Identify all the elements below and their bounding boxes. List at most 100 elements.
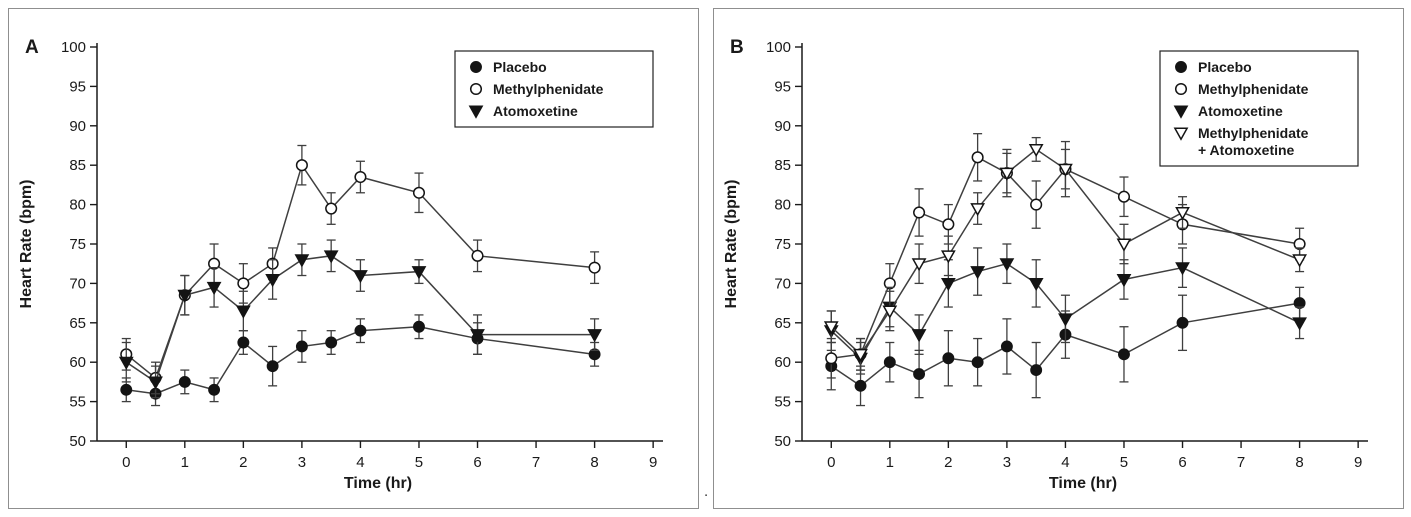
marker-circle-open — [1117, 190, 1131, 203]
marker-circle-filled — [470, 61, 482, 73]
marker-circle-filled — [1000, 340, 1013, 353]
marker-triangle-down-filled — [265, 274, 281, 288]
legend-label: Placebo — [1198, 59, 1252, 75]
marker-triangle-down-open — [1292, 254, 1307, 268]
marker-circle-filled — [1118, 348, 1130, 361]
x-tick-label: 8 — [1295, 454, 1303, 471]
chart-a-svg: A 50 55 60 65 70 75 80 85 90 95 100 0 1 2 3 4 5 6 7 8 9 Time (… — [18, 37, 663, 492]
x-tick-label: 5 — [415, 454, 423, 471]
series-line — [830, 148, 1300, 356]
x-tick-label: 9 — [649, 454, 657, 471]
legend-label: Methylphenidate — [1198, 81, 1309, 97]
marker-circle-filled — [120, 383, 133, 396]
series-line — [125, 255, 595, 384]
x-tick-label: 4 — [1061, 454, 1069, 471]
marker-triangle-down-filled — [587, 329, 602, 343]
marker-circle-filled — [354, 324, 367, 337]
y-tick-label: 60 — [69, 354, 86, 371]
y-tick-label: 50 — [774, 433, 791, 450]
x-tick-label: 5 — [1120, 454, 1128, 471]
marker-circle-filled — [971, 356, 984, 369]
x-tick-label: 0 — [122, 454, 130, 471]
marker-circle-open — [825, 352, 838, 365]
marker-triangle-down-open — [999, 167, 1015, 181]
marker-circle-open — [295, 159, 308, 172]
marker-circle-filled — [413, 320, 425, 333]
marker-circle-filled — [854, 379, 867, 392]
chart-b-svg: B 50 55 60 65 70 75 80 85 90 95 100 0 1 2 3 4 5 6 7 8 9 Time (… — [723, 37, 1368, 492]
marker-circle-filled — [208, 383, 221, 396]
marker-triangle-down-open — [853, 348, 868, 363]
series-placebo — [120, 314, 601, 407]
marker-circle-filled — [325, 336, 338, 349]
marker-triangle-down-filled — [1175, 262, 1190, 276]
marker-circle-open — [1174, 82, 1188, 96]
marker-triangle-down-filled — [970, 266, 986, 280]
marker-circle-filled — [1176, 316, 1189, 329]
x-tick-label: 0 — [827, 454, 835, 471]
y-tick-label: 65 — [774, 315, 791, 332]
marker-triangle-down-filled — [1058, 313, 1073, 327]
x-tick-label: 2 — [944, 454, 952, 471]
marker-triangle-down-open — [1173, 127, 1189, 141]
marker-triangle-down-filled — [235, 305, 251, 319]
marker-triangle-down-filled — [1028, 277, 1044, 292]
marker-triangle-down-filled — [1292, 317, 1307, 331]
y-axis-title: Heart Rate (bpm) — [723, 180, 740, 309]
marker-circle-filled — [178, 375, 191, 388]
x-tick-label: 8 — [590, 454, 598, 471]
x-tick-label: 1 — [886, 454, 894, 471]
marker-circle-open — [237, 277, 250, 290]
panel-letter: B — [730, 37, 744, 58]
marker-circle-filled — [1030, 364, 1043, 377]
marker-triangle-down-filled — [323, 250, 339, 264]
series-methylphenidate-atomoxetine — [823, 136, 1307, 371]
x-tick-label: 6 — [473, 454, 481, 471]
legend-label: Methylphenidate — [493, 81, 604, 97]
marker-triangle-down-open — [1028, 143, 1044, 158]
legend-box — [1159, 50, 1359, 167]
series-line — [830, 302, 1300, 387]
marker-triangle-down-filled — [294, 254, 310, 268]
x-tick-label: 6 — [1178, 454, 1186, 471]
stray-period: . — [704, 483, 709, 500]
y-tick-label: 90 — [774, 118, 791, 135]
y-tick-label: 75 — [69, 236, 86, 253]
x-tick-label: 3 — [298, 454, 306, 471]
marker-circle-open — [971, 151, 984, 164]
marker-triangle-down-filled — [468, 105, 484, 119]
marker-circle-open — [913, 206, 926, 219]
x-tick-label: 4 — [356, 454, 364, 471]
marker-triangle-down-filled — [118, 356, 134, 370]
marker-triangle-down-filled — [353, 270, 368, 284]
y-tick-label: 90 — [69, 118, 86, 135]
y-tick-label: 85 — [774, 157, 791, 174]
y-tick-label: 55 — [69, 394, 86, 411]
legend-box — [454, 50, 654, 128]
y-tick-label: 95 — [774, 78, 791, 95]
marker-triangle-down-filled — [148, 376, 163, 390]
panel-letter: A — [25, 37, 39, 58]
marker-circle-open — [325, 202, 338, 215]
legend: Placebo Methylphenidate Atomoxetine — [454, 50, 654, 128]
marker-circle-open — [1030, 198, 1043, 211]
y-tick-label: 100 — [61, 39, 86, 56]
marker-circle-open — [412, 186, 426, 199]
marker-circle-filled — [913, 368, 926, 380]
y-tick-label: 70 — [774, 275, 791, 292]
series-line — [831, 156, 1300, 360]
marker-triangle-down-filled — [411, 266, 427, 280]
marker-circle-open — [354, 170, 367, 184]
marker-triangle-down-open — [911, 258, 927, 272]
x-tick-label: 1 — [181, 454, 189, 471]
x-tick-label: 7 — [1237, 454, 1245, 471]
marker-circle-filled — [295, 340, 308, 353]
y-tick-label: 80 — [774, 197, 791, 214]
legend-label: Atomoxetine — [493, 103, 578, 119]
marker-triangle-down-open — [823, 321, 839, 335]
legend-label: Methylphenidate — [1198, 125, 1309, 141]
marker-triangle-down-open — [1058, 163, 1073, 177]
legend-label: + Atomoxetine — [1198, 142, 1295, 158]
marker-triangle-down-open — [1116, 238, 1132, 252]
